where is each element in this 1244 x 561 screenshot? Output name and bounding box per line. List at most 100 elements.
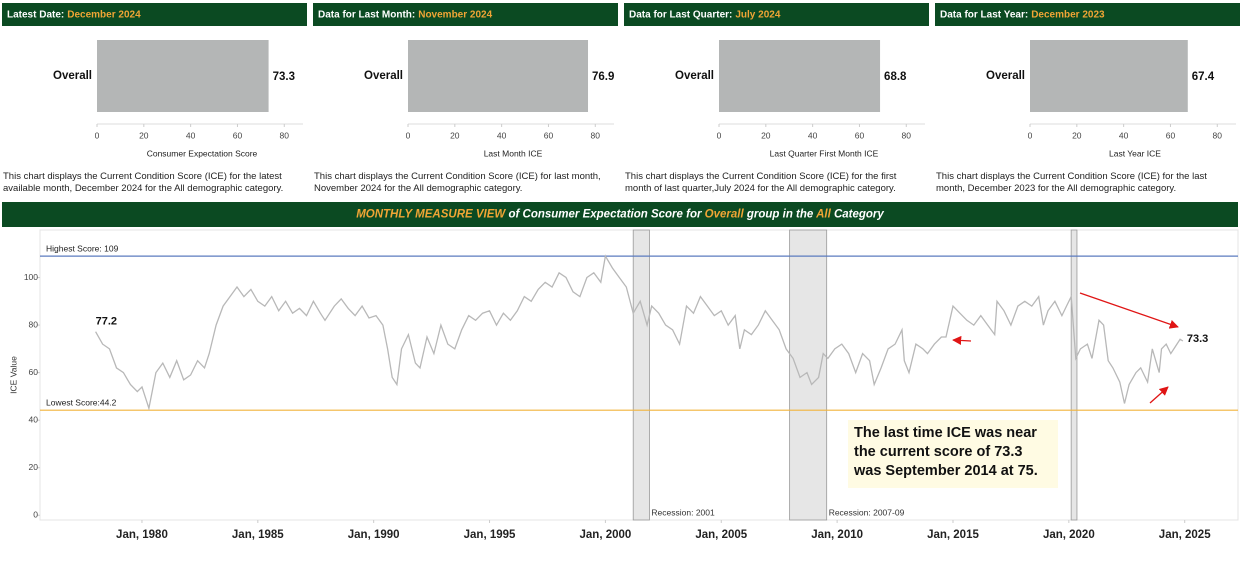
- panel-header-text: Data for Last Month: November 2024: [318, 9, 493, 20]
- y-tick-label: 100: [24, 272, 38, 282]
- x-tick-label: 40: [1119, 130, 1129, 140]
- header-value: December 2023: [1031, 9, 1105, 20]
- x-tick-label: Jan, 2015: [927, 529, 979, 541]
- panel-header: [313, 3, 618, 26]
- y-tick-label: 80: [29, 319, 39, 329]
- reference-label: Lowest Score:44.2: [46, 397, 117, 407]
- callout-arrow: [952, 335, 972, 345]
- x-tick-label: 20: [761, 130, 771, 140]
- recession-band: [1070, 229, 1078, 521]
- header-value: December 2024: [67, 9, 141, 20]
- x-tick-label: 60: [233, 130, 243, 140]
- title-part: of Consumer Expectation Score for: [505, 209, 704, 221]
- x-tick-label: 0: [95, 130, 100, 140]
- x-tick-label: 0: [1028, 130, 1033, 140]
- value-label: 76.9: [592, 71, 614, 83]
- panel-description: This chart displays the Current Conditio…: [314, 171, 601, 194]
- x-tick-label: 80: [902, 130, 912, 140]
- y-axis-label: ICE Value: [8, 356, 18, 394]
- x-tick-label: 20: [1072, 130, 1082, 140]
- x-tick-label: 60: [544, 130, 554, 140]
- x-tick-label: Jan, 1990: [348, 529, 400, 541]
- end-value-label: 73.3: [1187, 333, 1208, 345]
- title-part: Overall: [705, 209, 745, 221]
- panel-header-text: Latest Date: December 2024: [7, 9, 141, 20]
- x-tick-label: Jan, 2020: [1043, 529, 1095, 541]
- header-value: July 2024: [735, 9, 780, 20]
- x-tick-label: 40: [808, 130, 818, 140]
- panel-header: [935, 3, 1240, 26]
- value-label: 68.8: [884, 71, 907, 83]
- callout-box: The last time ICE was near the current sc…: [848, 420, 1058, 488]
- x-tick-label: 20: [139, 130, 149, 140]
- recession-band: [632, 229, 650, 521]
- value-label: 67.4: [1192, 71, 1215, 83]
- x-tick-label: 0: [406, 130, 411, 140]
- bar: [97, 40, 269, 112]
- panel-header: [2, 3, 307, 26]
- title-part: MONTHLY MEASURE VIEW: [356, 209, 506, 221]
- panel-description: This chart displays the Current Conditio…: [3, 171, 284, 194]
- recession-label: Recession: 2007-09: [829, 507, 905, 517]
- callout-arrow: [1149, 386, 1169, 404]
- x-tick-label: 40: [186, 130, 196, 140]
- bar: [1030, 40, 1188, 112]
- category-label: Overall: [53, 70, 92, 82]
- callout-line: The last time ICE was near: [854, 425, 1037, 441]
- category-label: Overall: [364, 70, 403, 82]
- title-part: Category: [831, 209, 885, 221]
- x-tick-label: 40: [497, 130, 507, 140]
- y-tick-label: 60: [29, 367, 39, 377]
- header-value: November 2024: [418, 9, 492, 20]
- x-tick-label: Jan, 1985: [232, 529, 284, 541]
- header-label: Data for Last Year:: [940, 9, 1028, 20]
- callout-line: the current score of 73.3: [854, 444, 1023, 460]
- y-tick-label: 20: [29, 462, 39, 472]
- x-tick-label: Jan, 1995: [464, 529, 516, 541]
- x-axis-label: Last Year ICE: [1109, 148, 1161, 158]
- x-tick-label: 80: [591, 130, 601, 140]
- x-tick-label: 20: [450, 130, 460, 140]
- title-part: All: [815, 209, 832, 221]
- y-tick-label: 0: [33, 509, 38, 519]
- header-label: Data for Last Month:: [318, 9, 415, 20]
- reference-label: Highest Score: 109: [46, 243, 119, 253]
- panel-description: This chart displays the Current Conditio…: [625, 171, 897, 194]
- x-tick-label: Jan, 2000: [580, 529, 632, 541]
- recession-label: Recession: 2001: [651, 507, 715, 517]
- x-tick-label: Jan, 2010: [811, 529, 863, 541]
- panel-description: This chart displays the Current Conditio…: [936, 171, 1207, 194]
- bar: [719, 40, 881, 112]
- x-tick-label: Jan, 1980: [116, 529, 168, 541]
- value-label: 73.3: [273, 71, 295, 83]
- x-tick-label: 80: [280, 130, 290, 140]
- category-label: Overall: [986, 70, 1025, 82]
- panel-header: [624, 3, 929, 26]
- recession-band: [789, 229, 828, 521]
- panel-header-text: Data for Last Quarter: July 2024: [629, 9, 781, 20]
- ice-line: [95, 254, 1184, 411]
- category-label: Overall: [675, 70, 714, 82]
- x-tick-label: 60: [1166, 130, 1176, 140]
- x-tick-label: 60: [855, 130, 865, 140]
- x-tick-label: 0: [717, 130, 722, 140]
- x-tick-label: Jan, 2025: [1159, 529, 1211, 541]
- callout-arrow: [1079, 292, 1179, 329]
- title-part: group in the: [744, 209, 816, 221]
- y-tick-label: 40: [29, 414, 39, 424]
- header-label: Latest Date:: [7, 9, 64, 20]
- x-tick-label: Jan, 2005: [695, 529, 747, 541]
- x-axis-label: Last Quarter First Month ICE: [770, 148, 879, 158]
- x-axis-label: Last Month ICE: [484, 148, 543, 158]
- header-label: Data for Last Quarter:: [629, 9, 732, 20]
- start-value-label: 77.2: [96, 316, 117, 328]
- callout-line: was September 2014 at 75.: [854, 463, 1038, 479]
- bar: [408, 40, 589, 112]
- panel-header-text: Data for Last Year: December 2023: [940, 9, 1105, 20]
- chart-title: MONTHLY MEASURE VIEW of Consumer Expecta…: [356, 209, 884, 221]
- title-banner: [2, 202, 1238, 227]
- x-tick-label: 80: [1213, 130, 1223, 140]
- x-axis-label: Consumer Expectation Score: [147, 148, 258, 158]
